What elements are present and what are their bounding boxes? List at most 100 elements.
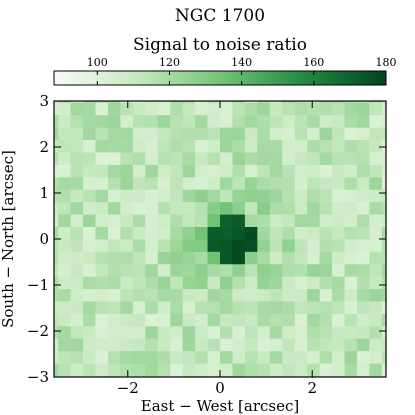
sn-cell: [294, 239, 308, 252]
sn-cell: [282, 251, 296, 265]
sn-cells: [54, 101, 407, 377]
sn-cell: [356, 139, 370, 153]
sn-cell: [54, 189, 59, 203]
sn-cell: [157, 189, 171, 203]
sn-cell: [381, 139, 386, 153]
sn-cell: [195, 338, 208, 352]
sn-cell: [207, 114, 221, 128]
sn-cell: [332, 276, 345, 290]
sn-cell: [220, 375, 233, 377]
sn-cell: [157, 139, 171, 153]
sn-cell: [70, 239, 84, 252]
sn-cell: [70, 301, 84, 314]
sn-cell: [369, 350, 383, 364]
sn-cell: [120, 226, 134, 240]
sn-cell: [232, 375, 246, 377]
sn-cell: [381, 288, 386, 302]
sn-cell: [195, 288, 208, 302]
sn-cell: [107, 375, 121, 377]
sn-cell: [120, 263, 134, 277]
sn-cell: [107, 276, 121, 290]
sn-cell: [58, 102, 71, 116]
sn-cell: [294, 350, 308, 364]
sn-cell: [319, 375, 333, 377]
sn-cell: [207, 189, 221, 203]
sn-cell: [207, 301, 221, 314]
sn-cell: [195, 226, 208, 240]
sn-cell: [356, 127, 370, 141]
sn-cell: [319, 239, 333, 252]
sn-cell: [244, 263, 258, 277]
sn-cell: [207, 276, 221, 290]
sn-cell: [70, 313, 84, 327]
sn-cell: [182, 152, 196, 165]
sn-cell: [356, 176, 370, 190]
sn-cell: [54, 226, 59, 240]
sn-cell: [319, 214, 333, 227]
sn-cell: [381, 338, 386, 352]
sn-cell: [58, 214, 71, 227]
colorbar-tick-label: 100: [87, 56, 108, 69]
sn-cell: [170, 226, 184, 240]
sn-cell: [207, 102, 221, 116]
sn-cell: [244, 189, 258, 203]
sn-cell: [282, 239, 296, 252]
y-tick-label: 1: [39, 184, 49, 202]
sn-cell: [83, 239, 96, 252]
sn-cell: [132, 101, 146, 103]
sn-cell: [83, 101, 96, 103]
sn-cell: [182, 313, 196, 327]
sn-cell: [269, 101, 283, 103]
sn-cell: [107, 189, 121, 203]
sn-cell: [120, 363, 134, 377]
sn-cell: [269, 201, 283, 215]
sn-cell: [145, 350, 159, 364]
sn-cell: [170, 375, 184, 377]
sn-cell: [381, 301, 386, 314]
sn-cell: [369, 214, 383, 227]
chart-title: NGC 1700: [175, 6, 265, 26]
sn-cell: [157, 288, 171, 302]
x-tick-label: −2: [117, 379, 139, 397]
sn-cell: [257, 375, 271, 377]
sn-cell: [145, 325, 159, 339]
sn-cell: [369, 325, 383, 339]
sn-cell: [257, 363, 271, 377]
sn-cell: [132, 226, 146, 240]
sn-cell: [394, 140, 407, 153]
sn-cell: [381, 263, 386, 277]
sn-cell: [344, 201, 358, 215]
sn-cell: [307, 239, 320, 252]
sn-cell: [356, 152, 370, 165]
sn-cell: [356, 189, 370, 203]
sn-cell: [307, 139, 320, 153]
sn-cell: [319, 114, 333, 128]
sn-cell: [394, 264, 407, 277]
sn-cell: [282, 350, 296, 364]
sn-cell: [232, 350, 246, 364]
sn-cell: [182, 239, 196, 252]
sn-cell: [220, 127, 233, 141]
sn-cell: [107, 164, 121, 178]
sn-cell: [145, 313, 159, 327]
sn-cell: [394, 214, 407, 227]
sn-cell: [356, 325, 370, 339]
sn-cell: [381, 375, 386, 377]
sn-cell: [332, 288, 345, 302]
sn-cell: [107, 114, 121, 128]
sn-cell: [307, 288, 320, 302]
sn-cell: [269, 189, 283, 203]
sn-cell: [83, 164, 96, 178]
sn-cell: [257, 251, 271, 265]
sn-cell: [344, 152, 358, 165]
sn-cell: [195, 127, 208, 141]
sn-cell: [344, 176, 358, 190]
sn-cell: [145, 301, 159, 314]
sn-cell: [145, 288, 159, 302]
sn-cell: [207, 152, 221, 165]
sn-cell: [95, 239, 109, 252]
sn-cell: [356, 288, 370, 302]
sn-cell: [220, 201, 233, 215]
sn-cell: [344, 127, 358, 141]
sn-cell: [195, 152, 208, 165]
